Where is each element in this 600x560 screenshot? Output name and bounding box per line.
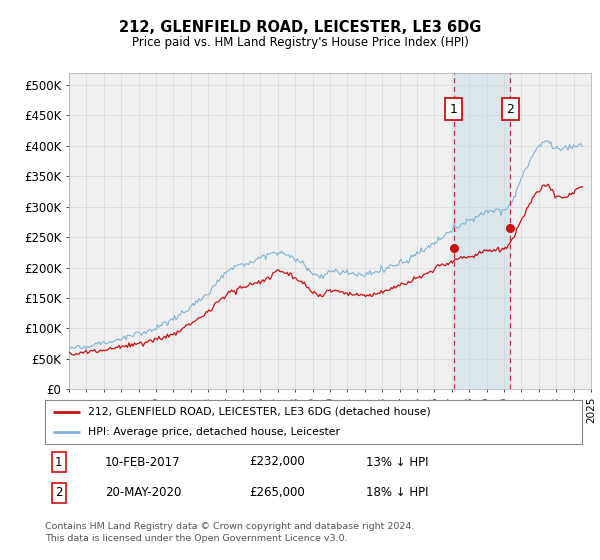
- Text: 13% ↓ HPI: 13% ↓ HPI: [366, 455, 428, 469]
- Text: 18% ↓ HPI: 18% ↓ HPI: [366, 486, 428, 500]
- Text: 1: 1: [449, 103, 457, 116]
- Text: 212, GLENFIELD ROAD, LEICESTER, LE3 6DG: 212, GLENFIELD ROAD, LEICESTER, LE3 6DG: [119, 20, 481, 35]
- Text: £232,000: £232,000: [249, 455, 305, 469]
- Text: 10-FEB-2017: 10-FEB-2017: [105, 455, 181, 469]
- Text: Contains HM Land Registry data © Crown copyright and database right 2024.: Contains HM Land Registry data © Crown c…: [45, 522, 415, 531]
- Text: This data is licensed under the Open Government Licence v3.0.: This data is licensed under the Open Gov…: [45, 534, 347, 543]
- Text: 20-MAY-2020: 20-MAY-2020: [105, 486, 181, 500]
- Text: Price paid vs. HM Land Registry's House Price Index (HPI): Price paid vs. HM Land Registry's House …: [131, 36, 469, 49]
- Text: 2: 2: [55, 486, 62, 500]
- Text: HPI: Average price, detached house, Leicester: HPI: Average price, detached house, Leic…: [88, 427, 340, 437]
- Text: 2: 2: [506, 103, 514, 116]
- Text: 212, GLENFIELD ROAD, LEICESTER, LE3 6DG (detached house): 212, GLENFIELD ROAD, LEICESTER, LE3 6DG …: [88, 407, 431, 417]
- Bar: [454, 73, 511, 389]
- Text: 1: 1: [55, 455, 62, 469]
- Text: £265,000: £265,000: [249, 486, 305, 500]
